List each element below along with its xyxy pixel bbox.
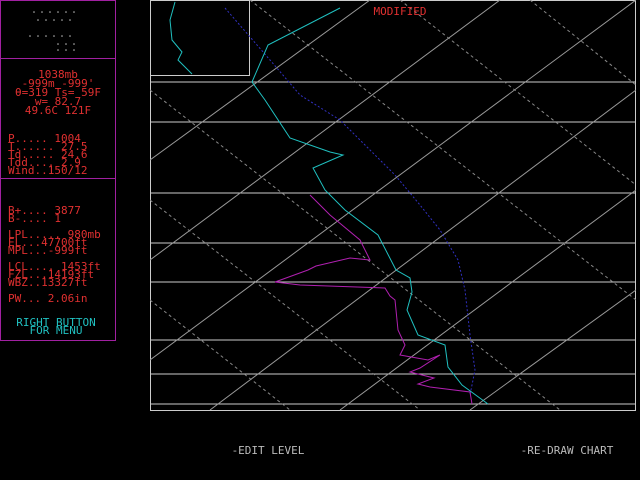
index-line: MPL...-999ft	[8, 244, 87, 257]
surface-line: Td..... 24.6	[8, 148, 87, 161]
level-line: 49.6C 121F	[25, 104, 91, 117]
menu-button[interactable]: -RE-DRAW CHART	[521, 444, 614, 457]
index-line: B+.... 3877	[8, 204, 81, 217]
level-line: -999m -999'	[22, 77, 95, 90]
temperature-trace	[251, 7, 489, 405]
index-line: PW... 2.06in	[8, 292, 87, 305]
chart-frame	[150, 0, 636, 411]
menu-hint: FOR MENU	[30, 324, 83, 337]
surface-line: Wind..150/12	[8, 164, 87, 177]
status: MODIFIED	[374, 5, 427, 18]
parcel-trace	[224, 7, 476, 396]
inset-trace	[169, 1, 193, 75]
index-line: B-.... 1	[8, 212, 61, 225]
level-line: 1038mb	[38, 68, 78, 81]
surface-line: Tdd.... 2.9	[8, 156, 81, 169]
hodograph-inset	[150, 0, 250, 76]
index-line: EL...47700ft	[8, 236, 87, 249]
index-line: LCL.... 1453ft	[8, 260, 101, 273]
surface-line: P..... 1004	[8, 132, 81, 145]
index-line: WBZ..13327ft	[8, 276, 87, 289]
skewt-grid	[150, 0, 636, 410]
surface-line: T...... 27.5	[8, 140, 87, 153]
dewpoint-trace	[274, 194, 473, 405]
index-line: FZL...14193ft	[8, 268, 94, 281]
dot-grid	[29, 11, 75, 51]
side-panels	[0, 0, 116, 341]
level-line: w= 82.7	[35, 95, 81, 108]
index-line: LPL..... 980mb	[8, 228, 101, 241]
menu-hint: RIGHT BUTTON	[16, 316, 95, 329]
menu-button[interactable]: -EDIT LEVEL	[232, 444, 305, 457]
level-line: θ=319 Ts= 59F	[15, 86, 101, 99]
